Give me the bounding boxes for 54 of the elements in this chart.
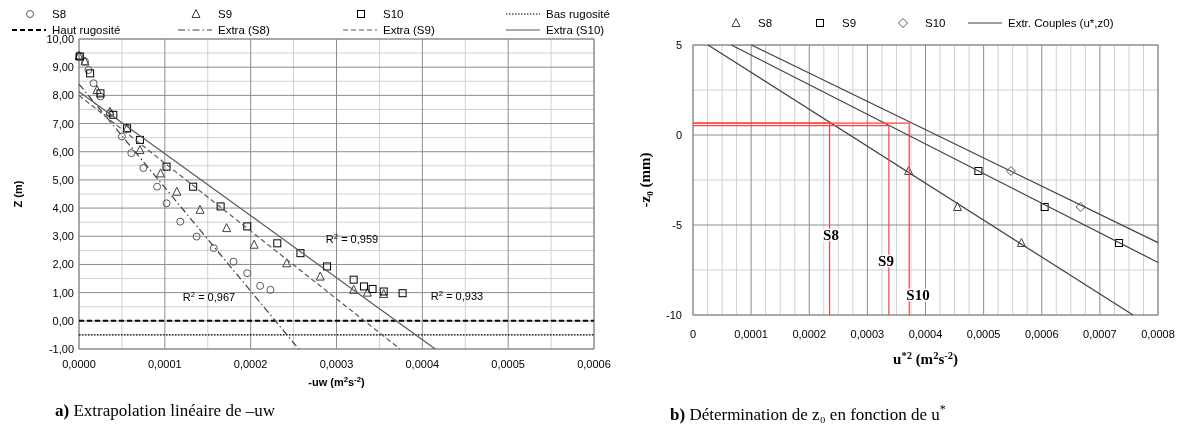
- x-axis-title: u$^{*2}$ (m$^{2}$s$^{-2}$): [893, 349, 958, 368]
- legend-label: Extra (S8): [218, 24, 270, 36]
- y-tick-label: 1,00: [52, 286, 74, 299]
- x-tick-label: 0,0003: [319, 358, 354, 370]
- y-tick-label: 9,00: [52, 61, 74, 74]
- y-tick-label: 0,00: [52, 314, 74, 327]
- y-tick-label: -5: [672, 219, 682, 231]
- y-tick-label: 4,00: [52, 202, 74, 215]
- text: b) Détermination de z₀ en fonction de u$^{*}$: [670, 402, 946, 424]
- x-tick-label: 0,0000: [62, 358, 96, 370]
- x-tick-label: 0,0005: [966, 328, 1001, 340]
- x-tick-label: 0,0008: [1141, 328, 1175, 340]
- x-tick-label: 0,0002: [233, 358, 268, 370]
- y-tick-label: 3,00: [52, 230, 74, 243]
- y-tick-label: 6,00: [52, 145, 74, 158]
- y-tick-label: 2,00: [52, 258, 74, 271]
- text: a) Extrapolation linéaire de –uw: [55, 401, 276, 420]
- y-tick-label: 5: [675, 39, 682, 51]
- y-tick-label: 5,00: [52, 173, 74, 186]
- y-tick-label: -1,00: [48, 343, 74, 355]
- x-tick-label: 0: [689, 328, 697, 340]
- legend-label: S10: [383, 8, 404, 20]
- legend-label: Extra (S10): [546, 24, 605, 36]
- y-tick-label: 0: [675, 129, 682, 141]
- x-tick-label: 0,0006: [1024, 328, 1059, 340]
- legend-label: S9: [218, 8, 233, 20]
- legend-label: Extr. Couples (u*,z0): [1008, 17, 1114, 29]
- x-tick-label: 0,0001: [734, 328, 768, 340]
- y-tick-label: 7,00: [52, 117, 74, 130]
- annotation: R$^{2}$ = 0,967: [182, 289, 236, 303]
- legend-label: S10: [925, 17, 946, 29]
- annotation: R$^{2}$ = 0,959: [325, 231, 379, 245]
- legend-label: Extra (S9): [383, 24, 435, 36]
- y-axis-title: Z (m): [12, 180, 24, 208]
- annotation: S9: [878, 253, 894, 269]
- y-axis-title: -z₀ (mm): [637, 152, 654, 208]
- y-tick-label: 8,00: [52, 89, 74, 102]
- legend-label: S8: [758, 17, 773, 29]
- y-tick-label: 10,00: [46, 33, 74, 45]
- x-tick-label: 0,0003: [850, 328, 885, 340]
- legend-label: S9: [842, 17, 857, 29]
- annotation: R$^{2}$ = 0,933: [430, 288, 484, 302]
- legend-label: Haut rugosité: [52, 24, 121, 36]
- x-tick-label: 0,0006: [577, 358, 611, 370]
- x-tick-label: 0,0005: [491, 358, 525, 370]
- x-tick-label: 0,0004: [405, 358, 440, 370]
- x-tick-label: 0,0001: [148, 358, 182, 370]
- x-tick-label: 0,0004: [908, 328, 943, 340]
- x-tick-label: 0,0007: [1083, 328, 1117, 340]
- x-tick-label: 0,0002: [792, 328, 827, 340]
- legend-label: Bas rugosité: [546, 8, 610, 20]
- y-tick-label: -10: [666, 309, 682, 321]
- x-axis-title: -uw (m$^{2}$s$^{-2}$): [308, 374, 366, 388]
- legend-label: S8: [52, 8, 67, 20]
